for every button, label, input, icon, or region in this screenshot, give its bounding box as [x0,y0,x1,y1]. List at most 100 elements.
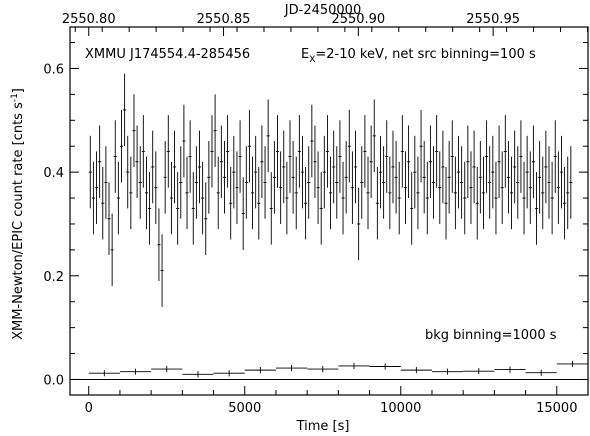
source-data-point [238,120,242,193]
energy-subscript: X [309,55,315,65]
source-data-point [341,161,345,235]
source-data-point [322,135,326,209]
source-data-point [232,135,236,209]
source-data-point [531,125,535,199]
bkg-data-point [151,365,183,373]
source-data-point [413,135,417,209]
source-data-point [466,125,470,199]
source-data-point [98,125,102,199]
source-data-point [148,172,152,245]
source-data-point [179,146,183,219]
source-data-point [369,125,373,199]
source-data-point [219,125,223,199]
energy-prefix: E [301,47,309,62]
source-data-point [288,120,292,193]
source-data-point [497,125,501,199]
source-data-point [410,172,414,245]
source-data-point [456,135,461,209]
source-data-point [144,156,149,230]
source-data-point [422,141,426,214]
source-data-point [282,130,286,204]
source-data-point [494,161,498,235]
source-data-point [194,146,198,219]
source-data-point [503,115,507,188]
source-data-point [428,125,432,199]
source-data-point [385,120,389,193]
bkg-data-point [213,370,245,377]
source-data-point [400,115,404,188]
bkg-data-point [431,368,464,375]
source-data-point [541,156,545,230]
source-data-point [172,130,177,204]
source-data-point [435,115,439,188]
source-data-point [528,151,532,224]
source-data-point [191,172,195,245]
source-data-point [357,187,361,261]
source-data-point [210,115,214,188]
source-data-point [91,161,95,235]
source-data-point [229,166,233,240]
source-data-point [138,146,142,219]
source-data-point [538,141,542,214]
source-data-point [447,141,451,214]
source-data-point [344,141,348,214]
source-data-point [403,151,408,224]
source-data-point [460,146,464,219]
source-data-point [250,156,255,230]
source-data-point [388,156,392,230]
source-data-point [213,94,217,167]
source-data-point [201,161,205,235]
source-data-point [416,156,420,230]
source-data-point [363,115,367,188]
y-tick-label: 0.0 [43,373,64,388]
source-data-point [207,141,211,214]
source-data-point [154,151,158,224]
source-name-label: XMMU J174554.4-285456 [85,47,250,62]
source-data-point [500,151,504,224]
source-data-point [550,161,554,235]
source-data-point [338,120,342,193]
source-data-point [185,156,189,230]
source-data-point [350,151,354,224]
source-data-point [129,156,133,230]
source-data-point [132,94,136,167]
source-data-point [313,125,317,199]
source-data-point [488,146,492,219]
source-data-point [247,109,251,183]
source-data-point [534,172,539,245]
source-data-point [485,120,489,193]
y-axis-title-close: ] [11,88,26,93]
data-layer [88,73,588,378]
source-data-point [431,146,436,219]
source-data-point [519,120,523,193]
source-data-point [319,172,323,245]
source-data-point [166,115,170,188]
source-data-point [244,146,248,219]
source-data-point [453,156,457,230]
source-data-point [263,146,267,219]
x-tick-label: 10000 [380,401,421,416]
source-data-point [491,135,495,209]
source-data-point [397,161,401,235]
source-data-point [372,99,376,173]
source-data-point [285,161,289,235]
source-data-point [353,130,358,204]
source-data-point [275,115,280,188]
source-data-point [104,146,108,219]
source-data-point [141,115,145,188]
source-data-point [544,130,548,204]
source-data-point [123,73,127,147]
x-tick-label: 5000 [228,401,261,416]
source-data-point [391,130,395,204]
source-data-point [135,125,139,199]
source-data-point [188,120,192,193]
source-data-point [235,151,239,224]
top-tick-label: 2550.90 [331,12,385,27]
x-axis-title: Time [s] [296,419,350,434]
source-data-point [254,135,258,209]
source-data-point [101,166,105,240]
source-data-point [472,130,476,204]
source-data-point [182,104,186,178]
source-data-point [241,177,245,250]
